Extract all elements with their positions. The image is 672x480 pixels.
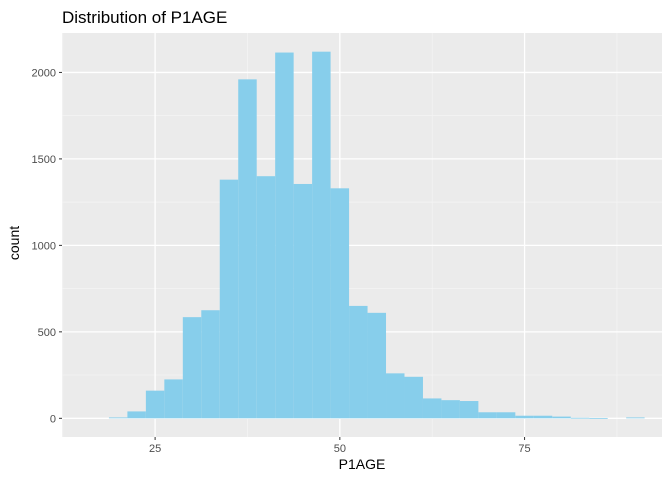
histogram-bar	[441, 400, 460, 419]
y-tick-label: 1500	[32, 154, 56, 166]
x-tick-label: 50	[334, 443, 346, 455]
histogram-bar	[404, 376, 423, 419]
histogram-bar	[496, 412, 516, 419]
histogram-bar	[164, 379, 183, 419]
y-axis-ticks: 0 500 1000 1500 2000	[32, 67, 62, 425]
x-tick-label: 25	[149, 443, 161, 455]
histogram-bar	[349, 305, 368, 419]
histogram-bar	[312, 51, 331, 419]
histogram-bar	[108, 417, 128, 419]
y-axis-title: count	[6, 226, 22, 260]
histogram-bar	[515, 415, 534, 419]
y-tick-label: 500	[38, 327, 56, 339]
histogram-bar	[275, 52, 294, 419]
histogram-bar	[589, 417, 608, 419]
histogram-bar	[330, 188, 350, 419]
histogram-bar	[422, 398, 442, 419]
x-tick-label: 75	[518, 443, 530, 455]
histogram-bar	[459, 401, 479, 419]
histogram-bar	[201, 310, 220, 419]
histogram-bar	[552, 416, 571, 419]
histogram-bar	[256, 176, 276, 419]
histogram-bar	[478, 412, 497, 419]
y-tick-label: 1000	[32, 240, 56, 252]
histogram-bar	[127, 411, 146, 419]
chart-title: Distribution of P1AGE	[62, 8, 227, 27]
histogram-bar	[182, 317, 202, 419]
y-tick-label: 2000	[32, 67, 56, 79]
histogram-bar	[386, 373, 405, 419]
histogram-bar	[145, 390, 165, 419]
y-tick-label: 0	[50, 413, 56, 425]
histogram-bar	[570, 417, 590, 419]
x-axis-title: P1AGE	[339, 456, 386, 472]
histogram-bars	[108, 51, 645, 419]
histogram-bar	[533, 415, 553, 419]
histogram-bar	[293, 183, 313, 419]
histogram-bar	[238, 79, 257, 419]
histogram-bar	[219, 179, 239, 419]
histogram-bar	[626, 417, 645, 419]
x-axis-ticks: 25 50 75	[149, 437, 531, 455]
histogram-bar	[367, 312, 387, 419]
